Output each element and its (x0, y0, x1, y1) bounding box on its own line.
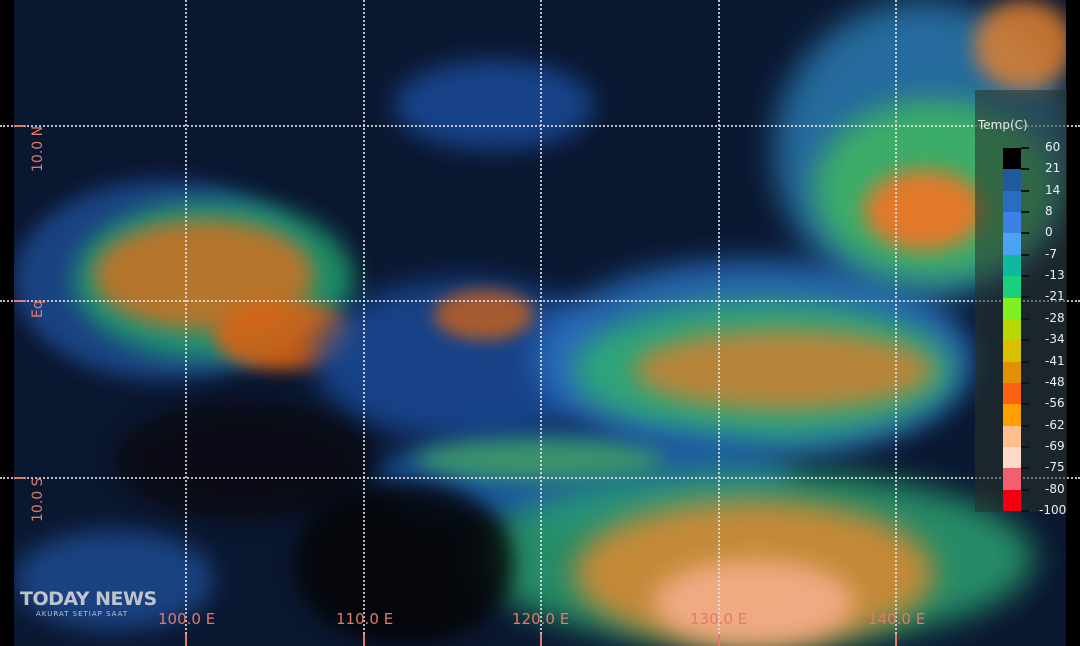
legend-label: -7 (1045, 246, 1057, 261)
legend-label: -75 (1045, 460, 1065, 475)
meridian-line (895, 0, 897, 646)
legend-label: 21 (1045, 161, 1061, 176)
legend-tick (1021, 296, 1029, 299)
legend-label: -80 (1045, 481, 1065, 496)
legend-label: -28 (1045, 310, 1065, 325)
meridian-line (185, 0, 187, 646)
lat-tick (14, 477, 26, 479)
cloud-region (434, 290, 534, 340)
legend-swatch (1003, 190, 1021, 213)
legend-title: Temp(C) (978, 118, 1028, 132)
cloud-region (654, 560, 854, 646)
legend-tick (1021, 189, 1029, 192)
legend-tick (1021, 232, 1029, 235)
legend-swatch (1003, 254, 1021, 277)
legend-tick (1021, 445, 1029, 448)
legend-swatch (1003, 361, 1021, 383)
legend-label: -100 (1039, 503, 1067, 517)
lon-tick (363, 634, 365, 646)
lon-label-100: 100.0 E (158, 610, 216, 628)
cloud-region (974, 0, 1066, 90)
legend-tick (1021, 424, 1029, 427)
legend-tick (1021, 403, 1029, 406)
cloud-region (634, 330, 934, 410)
legend-swatch (1003, 382, 1021, 405)
lon-tick (718, 634, 720, 646)
legend-swatch (1003, 468, 1021, 490)
lon-label-140: 140.0 E (868, 610, 926, 628)
legend-label: -41 (1045, 353, 1065, 368)
legend-label: -13 (1045, 268, 1065, 283)
legend-swatch (1003, 340, 1021, 362)
legend-label: 8 (1045, 204, 1053, 219)
lon-label-130: 130.0 E (690, 610, 748, 628)
lat-label-10n: 10.0 N (30, 125, 46, 172)
legend-tick (1021, 467, 1029, 470)
legend-tick (1021, 147, 1029, 149)
legend-swatch (1003, 318, 1021, 341)
legend-label: 60 (1045, 140, 1061, 154)
lat-tick (14, 125, 26, 127)
cloud-region (414, 440, 664, 480)
lat-label-eq: Eq (30, 300, 46, 318)
parallel-line (0, 300, 1080, 302)
parallel-line (0, 125, 1080, 127)
meridian-line (718, 0, 720, 646)
temperature-legend: Temp(C) 60 21 14 8 0 -7 -13 -21 -28 -34 -41 -48 -56 -… (975, 90, 1067, 517)
cloud-region (394, 60, 594, 150)
legend-swatch (1003, 169, 1021, 191)
legend-swatch (1003, 489, 1021, 512)
watermark-title: TODAY NEWS (20, 588, 157, 610)
legend-label: -69 (1045, 438, 1065, 453)
legend-tick (1021, 510, 1029, 512)
meridian-line (540, 0, 542, 646)
lon-label-110: 110.0 E (336, 610, 394, 628)
legend-swatch (1003, 297, 1021, 319)
cloud-region (14, 530, 214, 630)
legend-swatch (1003, 276, 1021, 298)
legend-label: -34 (1045, 332, 1065, 347)
lon-tick (185, 634, 187, 646)
lon-label-120: 120.0 E (512, 610, 570, 628)
meridian-line (363, 0, 365, 646)
legend-label: 0 (1045, 225, 1053, 240)
cloud-region (864, 170, 984, 250)
legend-tick (1021, 253, 1029, 256)
legend-label: -62 (1045, 417, 1065, 432)
legend-label: -56 (1045, 396, 1065, 411)
legend-tick (1021, 211, 1029, 214)
legend-swatch (1003, 404, 1021, 426)
legend-label: -48 (1045, 374, 1065, 389)
legend-label: -21 (1045, 289, 1065, 304)
legend-tick (1021, 381, 1029, 384)
legend-tick (1021, 168, 1029, 171)
legend-tick (1021, 339, 1029, 342)
watermark-tagline: AKURAT SETIAP SAAT (36, 610, 129, 618)
legend-tick (1021, 488, 1029, 491)
watermark-logo: TODAY NEWS AKURAT SETIAP SAAT (20, 588, 157, 618)
parallel-line (0, 477, 1080, 479)
legend-swatch (1003, 148, 1021, 170)
legend-tick (1021, 317, 1029, 320)
legend-label: 14 (1045, 182, 1061, 197)
lon-tick (540, 634, 542, 646)
legend-swatch (1003, 447, 1021, 469)
legend-tick (1021, 360, 1029, 363)
legend-swatch (1003, 212, 1021, 234)
legend-swatch (1003, 425, 1021, 448)
legend-tick (1021, 275, 1029, 278)
legend-swatch (1003, 233, 1021, 255)
lon-tick (895, 634, 897, 646)
cloud-region (294, 480, 514, 646)
legend-colorbar (1003, 148, 1021, 512)
lat-tick (14, 300, 26, 302)
lat-label-10s: 10.0 S (30, 477, 46, 522)
